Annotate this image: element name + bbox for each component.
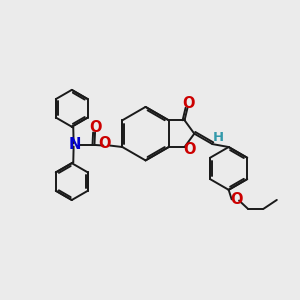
Text: O: O (230, 192, 243, 207)
Text: O: O (182, 96, 194, 111)
Text: N: N (68, 137, 81, 152)
Text: O: O (89, 120, 101, 135)
Text: H: H (213, 131, 224, 144)
Text: O: O (184, 142, 196, 157)
Text: O: O (99, 136, 111, 151)
